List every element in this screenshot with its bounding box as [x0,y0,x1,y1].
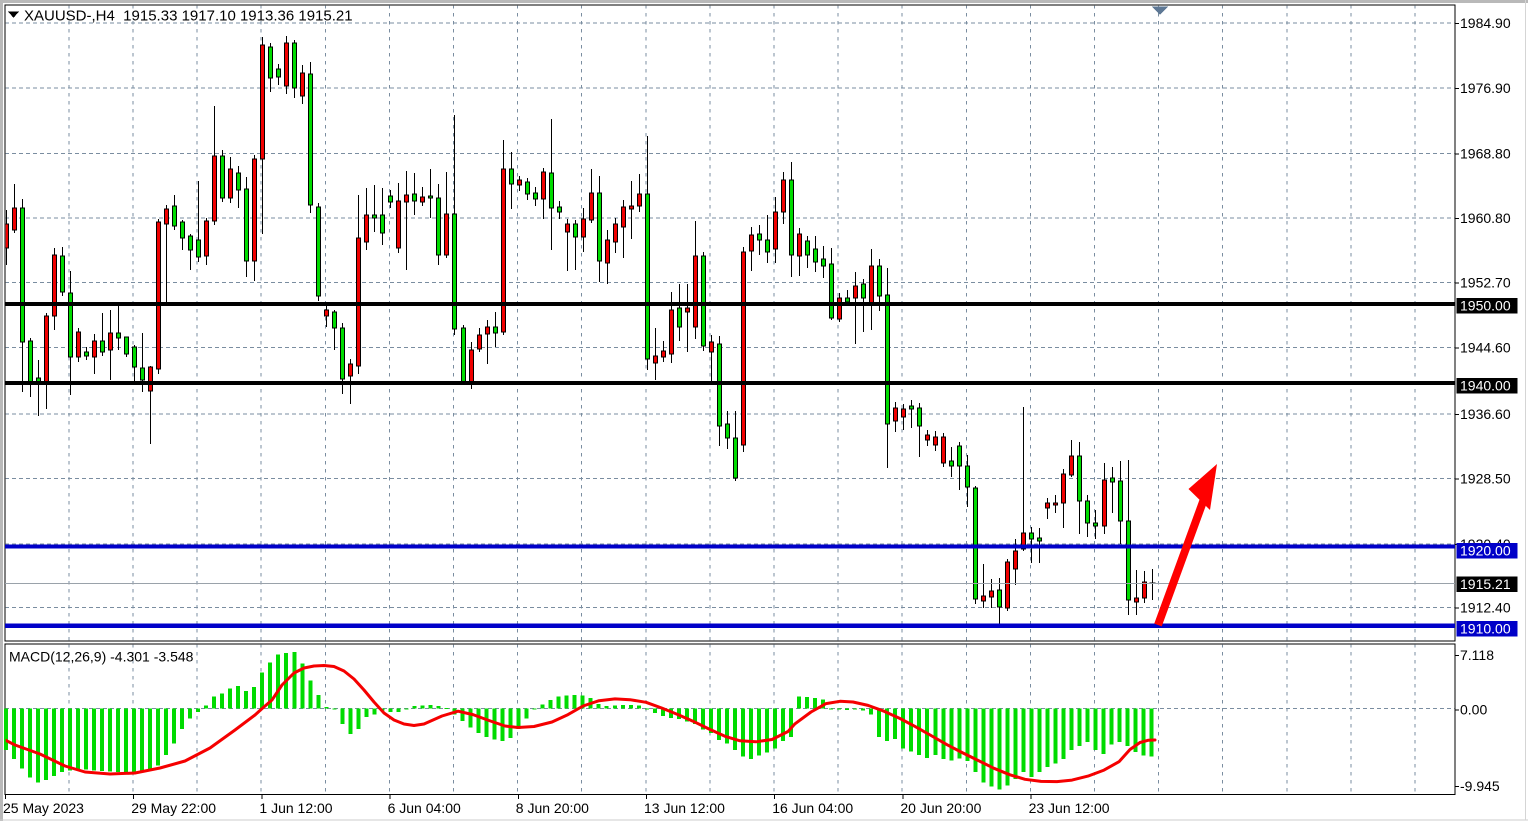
svg-text:1 Jun 12:00: 1 Jun 12:00 [259,800,332,816]
svg-text:1915.21: 1915.21 [1460,576,1511,592]
svg-text:1952.70: 1952.70 [1460,275,1511,291]
svg-text:1976.90: 1976.90 [1460,80,1511,96]
svg-text:MACD(12,26,9) -4.301 -3.548: MACD(12,26,9) -4.301 -3.548 [9,649,194,665]
svg-text:16 Jun 04:00: 16 Jun 04:00 [772,800,853,816]
svg-text:23 Jun 12:00: 23 Jun 12:00 [1029,800,1110,816]
svg-text:0.00: 0.00 [1460,702,1487,718]
svg-text:7.118: 7.118 [1460,647,1494,663]
svg-text:1950.00: 1950.00 [1460,298,1511,314]
svg-text:13 Jun 12:00: 13 Jun 12:00 [644,800,725,816]
svg-text:1984.90: 1984.90 [1460,15,1511,31]
svg-text:XAUUSD-,H4 1915.33 1917.10 19: XAUUSD-,H4 1915.33 1917.10 1913.36 1915.… [24,8,353,25]
svg-text:1912.40: 1912.40 [1460,600,1511,616]
svg-text:-9.945: -9.945 [1460,778,1500,794]
svg-text:1968.80: 1968.80 [1460,146,1511,162]
svg-text:1960.80: 1960.80 [1460,210,1511,226]
svg-text:29 May 22:00: 29 May 22:00 [131,800,216,816]
svg-text:1920.00: 1920.00 [1460,543,1511,559]
svg-text:1928.50: 1928.50 [1460,471,1511,487]
svg-text:8 Jun 20:00: 8 Jun 20:00 [516,800,589,816]
svg-text:1940.00: 1940.00 [1460,378,1511,394]
svg-text:20 Jun 20:00: 20 Jun 20:00 [900,800,981,816]
svg-text:25 May 2023: 25 May 2023 [3,800,84,816]
svg-text:1944.60: 1944.60 [1460,340,1511,356]
svg-text:6 Jun 04:00: 6 Jun 04:00 [388,800,461,816]
svg-text:1910.00: 1910.00 [1460,621,1511,637]
svg-text:1936.60: 1936.60 [1460,406,1511,422]
